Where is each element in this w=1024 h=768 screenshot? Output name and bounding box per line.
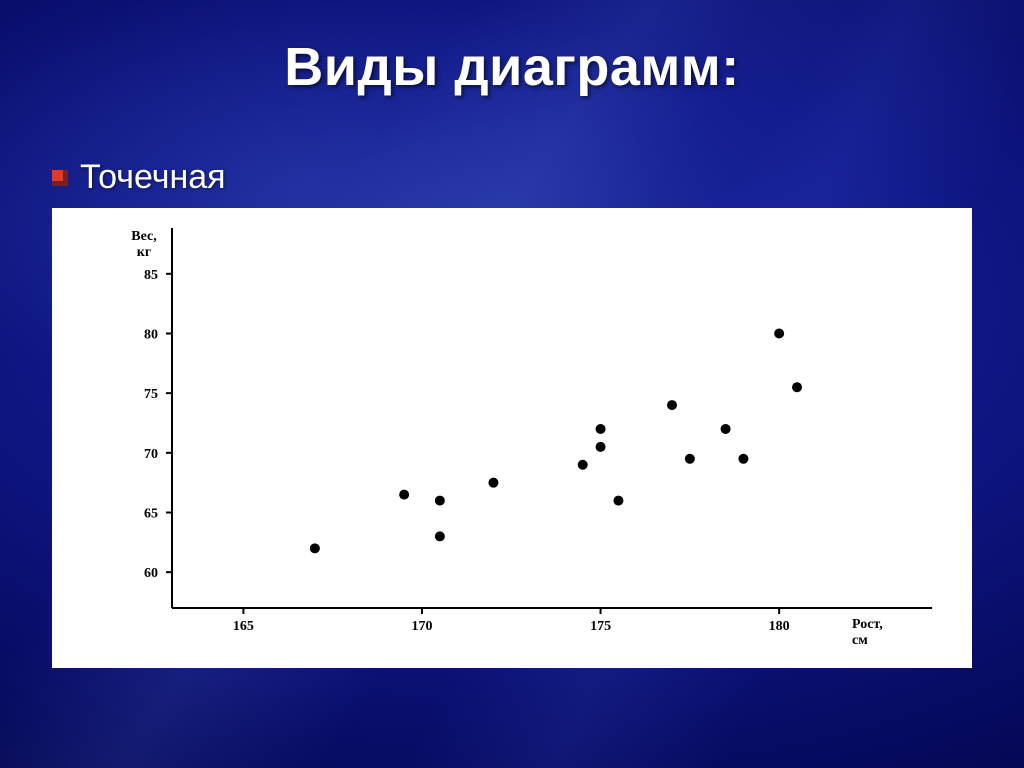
svg-text:70: 70 [144, 447, 158, 462]
svg-text:65: 65 [144, 507, 158, 522]
svg-text:Рост,: Рост, [852, 617, 883, 632]
scatter-chart: 60 65 70 75 80 85 165 170 175 180 Вес,кг Рост,см [52, 208, 972, 668]
scatter-chart-svg: 60 65 70 75 80 85 165 170 175 180 Вес,кг Рост,см [52, 208, 972, 668]
svg-text:кг: кг [137, 245, 151, 260]
svg-text:180: 180 [769, 619, 790, 634]
svg-text:165: 165 [233, 619, 254, 634]
slide-title: Виды диаграмм: [0, 36, 1024, 98]
bullet-icon [52, 170, 68, 186]
svg-text:175: 175 [590, 619, 611, 634]
svg-text:см: см [852, 633, 868, 648]
svg-text:170: 170 [412, 619, 433, 634]
bullet-item: Точечная [52, 158, 226, 197]
svg-text:85: 85 [144, 268, 158, 283]
svg-text:75: 75 [144, 387, 158, 402]
svg-text:60: 60 [144, 566, 158, 581]
svg-text:Вес,: Вес, [131, 229, 156, 244]
slide: Виды диаграмм: Точечная 60 65 70 75 80 85 165 1… [0, 0, 1024, 768]
bullet-label: Точечная [80, 158, 226, 197]
svg-text:80: 80 [144, 327, 158, 342]
